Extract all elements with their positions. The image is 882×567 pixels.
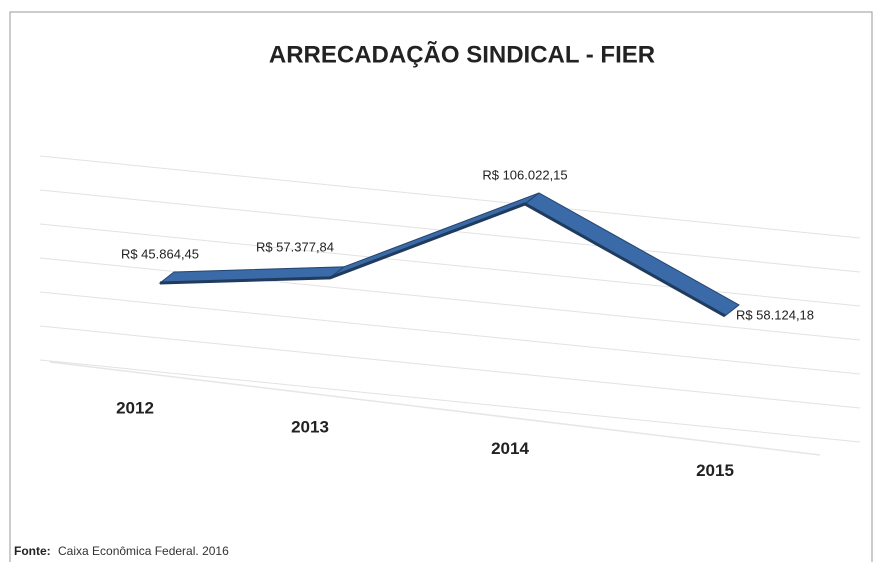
- grid-line: [39, 359, 861, 443]
- data-label: R$ 45.864,45: [121, 246, 199, 261]
- source: Caixa Econômica Federal. 2016: [58, 544, 229, 558]
- data-label: R$ 106.022,15: [482, 167, 567, 182]
- grid-line: [39, 325, 861, 409]
- chart-frame: [9, 11, 873, 567]
- x-tick-label: 2014: [491, 439, 529, 458]
- chart-title: ARRECADAÇÃO SINDICAL - FIER: [269, 40, 655, 68]
- floor-line: [49, 361, 821, 456]
- data-label: R$ 58.124,18: [736, 307, 814, 322]
- grid-line: [39, 223, 861, 307]
- source-label: Fonte:: [14, 544, 51, 558]
- x-tick-label: 2013: [291, 417, 329, 436]
- x-tick-label: 2012: [116, 398, 154, 417]
- ribbon-edge: [159, 202, 726, 318]
- x-tick-label: 2015: [696, 461, 734, 480]
- grid-line: [39, 291, 861, 375]
- grid-line: [39, 155, 861, 239]
- data-label: R$ 57.377,84: [256, 239, 334, 254]
